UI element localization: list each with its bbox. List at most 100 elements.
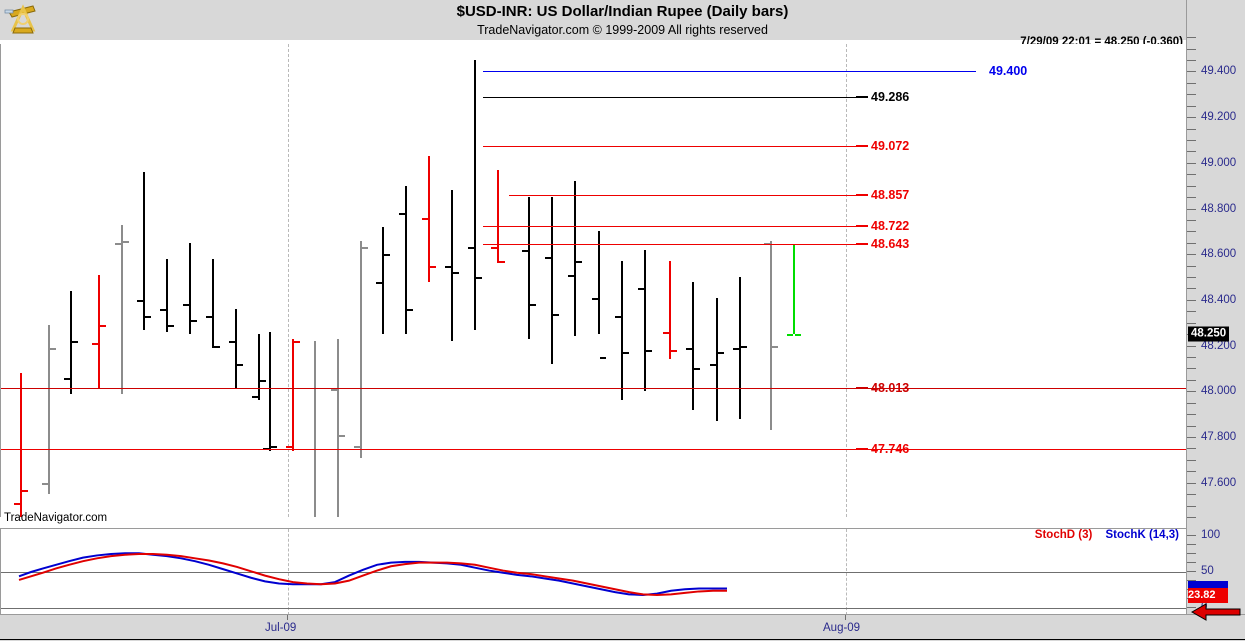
ohlc-bar[interactable] xyxy=(115,224,129,394)
price-scale-tick xyxy=(1187,117,1196,119)
price-level-line[interactable] xyxy=(483,71,976,73)
ohlc-bar[interactable] xyxy=(615,261,629,401)
indicator-scale-label: 50 xyxy=(1201,565,1214,577)
price-level-line[interactable] xyxy=(483,244,856,246)
bar-range-stem xyxy=(121,224,123,394)
ohlc-bar[interactable] xyxy=(422,155,436,282)
ohlc-bar[interactable] xyxy=(137,171,151,330)
date-axis[interactable]: Jul-09 Aug-09 xyxy=(0,614,1245,641)
price-scale-tick xyxy=(1187,71,1196,73)
bar-close-tick xyxy=(294,341,300,344)
ohlc-bar[interactable] xyxy=(64,290,78,394)
price-level-line[interactable] xyxy=(509,195,856,197)
bar-close-tick xyxy=(453,272,459,275)
ohlc-bar[interactable] xyxy=(331,338,345,545)
ohlc-bar[interactable] xyxy=(710,297,724,422)
price-scale-tick xyxy=(1187,254,1196,256)
price-scale-tick xyxy=(1187,357,1196,359)
ohlc-bar[interactable] xyxy=(638,249,652,392)
stochd-value-box: 23.82 xyxy=(1188,588,1228,604)
price-level-line[interactable] xyxy=(1,388,1187,390)
ohlc-bar[interactable] xyxy=(663,261,677,360)
bar-range-stem xyxy=(716,297,718,422)
price-scale-tick xyxy=(1187,277,1196,279)
bar-open-tick xyxy=(787,334,793,337)
indicator-scale-minor-tick xyxy=(1187,607,1196,608)
month-separator-1 xyxy=(288,44,289,517)
price-scale-tick xyxy=(1187,197,1196,199)
ohlc-bar[interactable] xyxy=(733,277,747,419)
bar-open-tick xyxy=(568,274,574,277)
ohlc-bar[interactable] xyxy=(468,59,482,330)
ohlc-bar[interactable] xyxy=(206,258,220,348)
bar-range-stem xyxy=(20,373,22,529)
price-scale-tick xyxy=(1187,174,1196,176)
price-scale-tick xyxy=(1187,425,1196,427)
ohlc-bar[interactable] xyxy=(229,309,243,390)
ohlc-bar[interactable] xyxy=(491,169,505,264)
copyright-subtitle: TradeNavigator.com © 1999-2009 All right… xyxy=(477,23,768,37)
ohlc-bar[interactable] xyxy=(183,242,197,335)
indicator-scale-label: 100 xyxy=(1201,529,1221,541)
bar-open-tick xyxy=(638,288,644,291)
bar-open-tick xyxy=(663,331,669,334)
price-scale-tick xyxy=(1187,437,1196,439)
ohlc-bar[interactable] xyxy=(252,334,266,401)
price-level-line[interactable] xyxy=(483,146,856,148)
price-level-label: 48.643 xyxy=(871,237,910,252)
ohlc-bar[interactable] xyxy=(686,281,700,410)
bar-open-tick xyxy=(468,247,474,250)
ohlc-bar[interactable] xyxy=(764,240,778,431)
bar-close-tick xyxy=(237,363,243,366)
ohlc-bar[interactable] xyxy=(14,373,28,529)
ohlc-bar[interactable] xyxy=(42,325,56,495)
ohlc-bar[interactable] xyxy=(263,331,277,451)
month-separator-2 xyxy=(846,44,847,517)
bar-range-stem xyxy=(235,309,237,390)
bar-range-stem xyxy=(212,258,214,348)
price-scale-label: 47.800 xyxy=(1201,431,1237,444)
bar-open-tick xyxy=(764,242,770,245)
date-axis-label: Aug-09 xyxy=(823,622,861,634)
price-scale-label: 49.400 xyxy=(1201,65,1237,78)
chart-header: $USD-INR: US Dollar/Indian Rupee (Daily … xyxy=(0,0,1245,40)
price-level-label: 48.857 xyxy=(871,188,910,203)
ohlc-bar[interactable] xyxy=(545,197,559,364)
price-level-line[interactable] xyxy=(483,97,856,99)
stochastic-indicator-pane[interactable] xyxy=(0,528,1188,615)
price-level-line[interactable] xyxy=(483,226,856,228)
ohlc-bar[interactable] xyxy=(286,338,300,451)
bar-open-tick xyxy=(286,446,292,449)
bar-open-tick xyxy=(331,389,337,392)
price-scale-tick xyxy=(1187,82,1196,84)
price-scale-label: 49.200 xyxy=(1201,111,1237,124)
bar-open-tick xyxy=(137,299,143,302)
price-level-label: 49.286 xyxy=(871,90,910,105)
bar-close-tick xyxy=(271,446,277,449)
price-chart-pane[interactable]: 49.400 49.286 49.072 48.857 48.722 48.643 48.0… xyxy=(0,44,1188,545)
bar-range-stem xyxy=(166,258,168,332)
indicator-scale-minor-tick xyxy=(1187,571,1196,572)
ohlc-bar[interactable] xyxy=(376,226,390,335)
ohlc-bar[interactable] xyxy=(522,197,536,339)
ohlc-bar[interactable] xyxy=(92,274,106,390)
price-scale-tick xyxy=(1187,208,1196,210)
ohlc-bar[interactable] xyxy=(787,245,801,337)
bar-open-tick xyxy=(376,281,382,284)
bar-range-stem xyxy=(428,155,430,282)
bar-close-tick xyxy=(384,254,390,257)
ohlc-bar[interactable] xyxy=(160,258,174,332)
ohlc-bar[interactable] xyxy=(445,190,459,342)
bar-close-tick xyxy=(168,325,174,328)
price-scale-gutter[interactable]: 49.400 49.200 49.000 48.800 48.600 48.400 48.2… xyxy=(1186,0,1245,618)
page-title: $USD-INR: US Dollar/Indian Rupee (Daily … xyxy=(456,3,789,20)
bar-close-tick xyxy=(407,309,413,312)
bar-close-tick xyxy=(499,261,505,264)
ohlc-bar[interactable] xyxy=(399,185,413,335)
price-level-line[interactable] xyxy=(1,449,1187,451)
ohlc-bar[interactable] xyxy=(568,181,582,337)
bar-close-tick xyxy=(72,341,78,344)
ohlc-bar[interactable] xyxy=(592,231,606,360)
ohlc-bar[interactable] xyxy=(308,341,322,540)
ohlc-bar[interactable] xyxy=(354,240,368,458)
